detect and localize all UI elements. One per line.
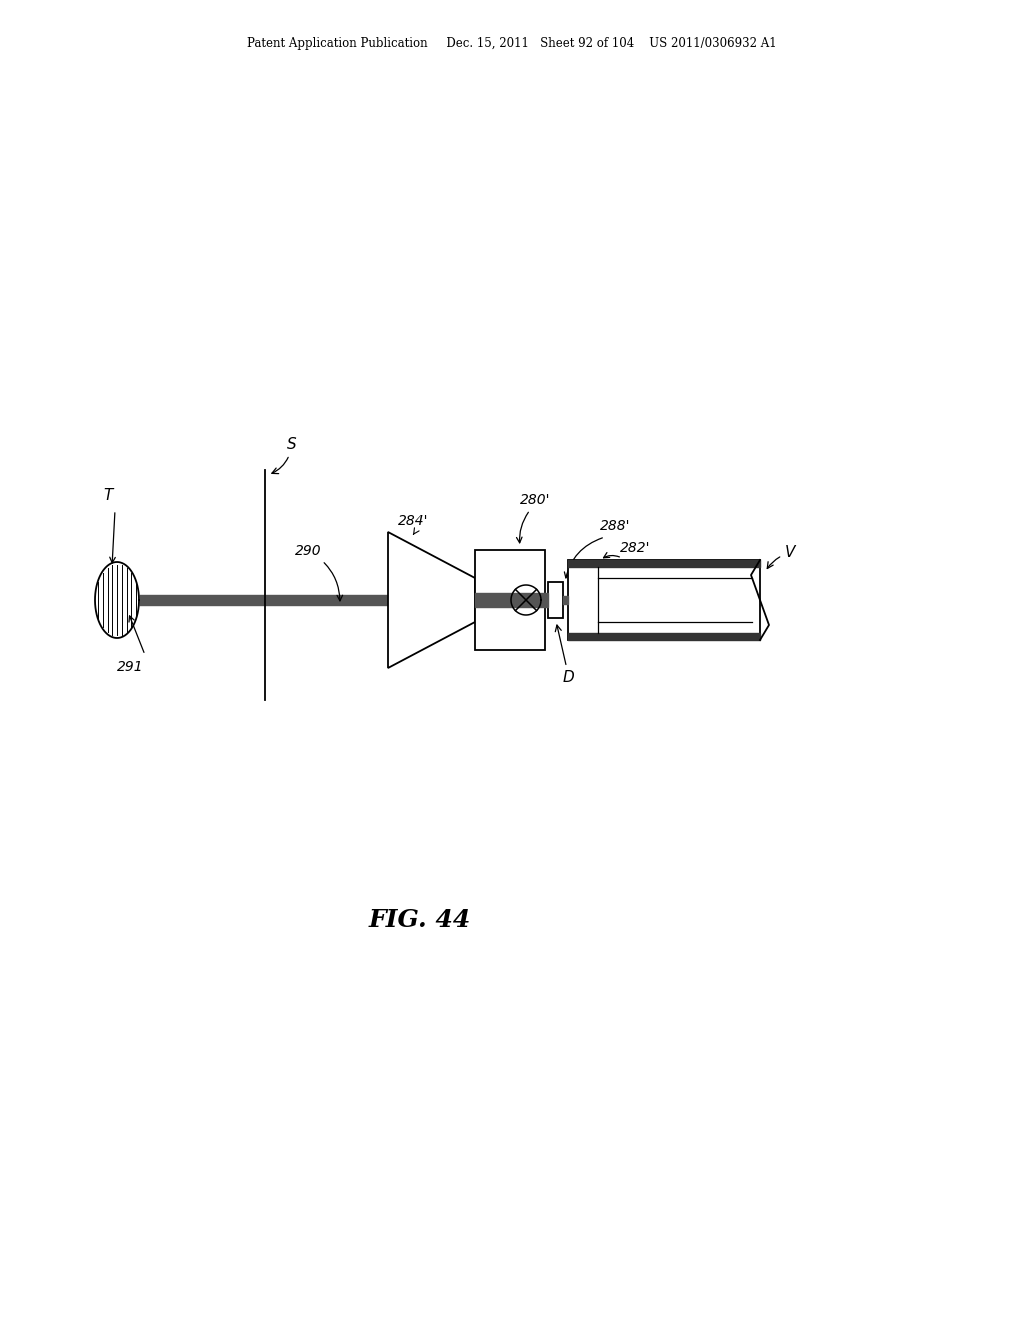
Bar [568,560,760,640]
Polygon shape [95,562,139,638]
Text: FIG. 44: FIG. 44 [369,908,471,932]
Bar [475,550,545,649]
Text: 291: 291 [117,660,143,675]
Text: 282': 282' [620,541,650,554]
Text: 288': 288' [600,519,631,533]
Text: D: D [555,626,574,685]
Text: 280': 280' [520,492,550,507]
Text: T: T [103,488,113,503]
Polygon shape [388,532,475,668]
Bar [548,582,563,618]
Text: S: S [271,437,297,474]
Text: Patent Application Publication     Dec. 15, 2011   Sheet 92 of 104    US 2011/03: Patent Application Publication Dec. 15, … [247,37,777,50]
Text: 290: 290 [295,544,343,601]
Text: 284': 284' [398,513,428,528]
Text: V: V [767,545,796,569]
